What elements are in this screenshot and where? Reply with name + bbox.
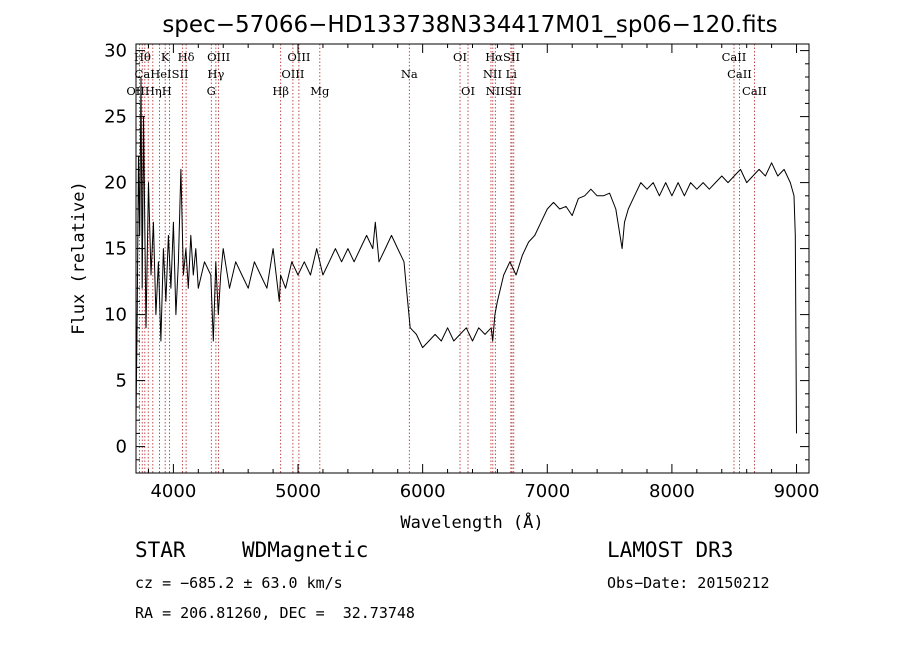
line-label-11: Na	[401, 67, 418, 81]
x-tick-label-3: 7000	[524, 481, 570, 502]
y-axis-label: Flux (relative)	[69, 181, 89, 335]
y-tick-label-0: 0	[116, 437, 127, 458]
line-label-15: G	[207, 84, 216, 98]
x-tick-label-2: 6000	[400, 481, 446, 502]
observation-date: Obs−Date: 20150212	[607, 574, 770, 592]
line-label-18: OI	[461, 84, 475, 98]
line-label-14: OIIHηH	[126, 84, 171, 98]
line-label-10: OIII	[281, 67, 304, 81]
plot-frame	[135, 43, 810, 474]
line-label-4: OIII	[287, 50, 310, 64]
spectrum-layer	[135, 76, 797, 434]
line-label-9: Hγ	[207, 67, 224, 81]
axis-ticks-layer: 4000 5000 6000 7000 8000 9000 0 5 10 15 20 25 30	[104, 41, 819, 502]
line-label-3: OIII	[207, 50, 230, 64]
y-tick-label-6: 30	[104, 41, 127, 62]
coordinates: RA = 206.81260, DEC = 32.73748	[135, 604, 415, 622]
chart-title: spec−57066−HD133738N334417M01_sp06−120.f…	[162, 12, 777, 38]
line-label-7: CaII	[722, 50, 747, 64]
line-label-6: HαSII	[485, 50, 520, 64]
line-label-8: CaHeISII	[135, 67, 189, 81]
x-tick-label-4: 8000	[649, 481, 695, 502]
y-tick-label-3: 15	[104, 239, 127, 260]
spectral-lines-layer	[138, 44, 755, 473]
line-label-5: OI	[453, 50, 467, 64]
line-label-19: NIISII	[486, 84, 522, 98]
line-label-1: K	[161, 50, 170, 64]
y-tick-label-5: 25	[104, 107, 127, 128]
redshift-velocity: cz = −685.2 ± 63.0 km/s	[135, 574, 343, 592]
line-label-20: CaII	[742, 84, 767, 98]
x-tick-label-1: 5000	[275, 481, 321, 502]
spectral-line-labels-layer: Hθ K Hδ OIII OIII OI HαSII CaII CaHeISII Hγ OIII Na…	[126, 50, 766, 98]
x-tick-label-5: 9000	[774, 481, 820, 502]
object-subclass: WDMagnetic	[242, 538, 369, 562]
line-label-13: CaII	[727, 67, 752, 81]
survey-name: LAMOST DR3	[607, 538, 734, 562]
spectrum-chart: spec−57066−HD133738N334417M01_sp06−120.f…	[69, 12, 819, 533]
y-tick-label-1: 5	[116, 371, 127, 392]
spectrum-series-flux	[135, 76, 797, 434]
line-label-12: NII Li	[483, 67, 517, 81]
line-label-17: Mg	[310, 84, 330, 98]
y-tick-label-4: 20	[104, 173, 127, 194]
line-label-16: Hβ	[272, 84, 289, 98]
y-tick-label-2: 10	[104, 305, 127, 326]
line-label-0: Hθ	[134, 50, 151, 64]
x-tick-label-0: 4000	[150, 481, 196, 502]
object-class: STAR	[135, 538, 186, 562]
x-axis-label: Wavelength (Å)	[400, 511, 543, 533]
line-label-2: Hδ	[178, 50, 195, 64]
